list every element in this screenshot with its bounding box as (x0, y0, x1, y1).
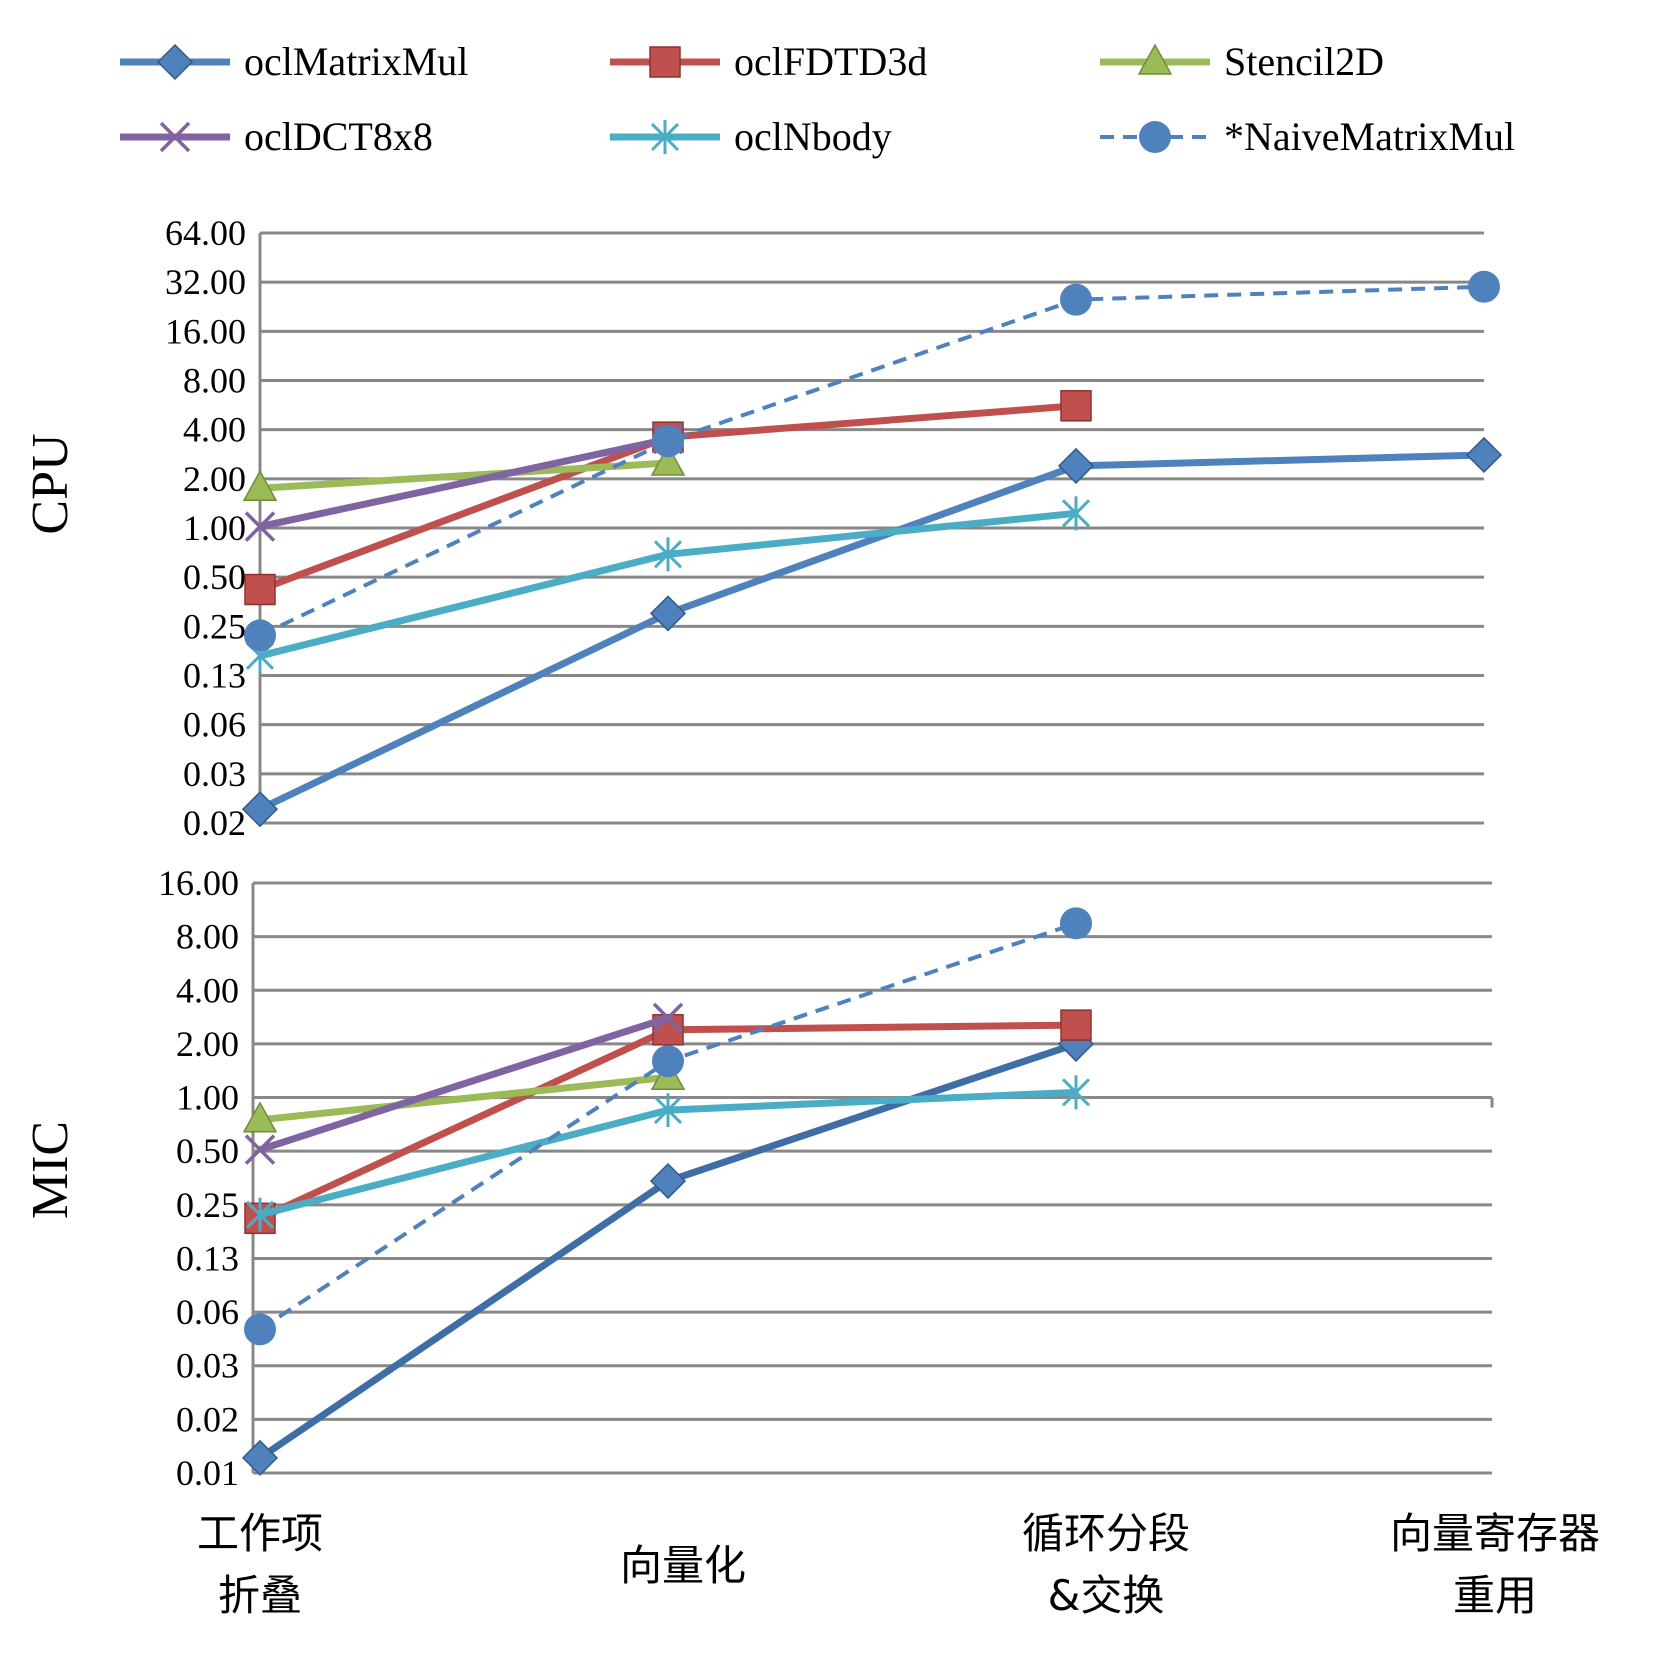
data-point (1465, 436, 1503, 474)
data-point (1061, 496, 1091, 531)
legend-item-naivematrixmul: *NaiveMatrixMul (1100, 114, 1515, 159)
y-tick-label: 64.00 (165, 213, 246, 253)
y-tick-label: 16.00 (165, 311, 246, 351)
legend-label: oclDCT8x8 (244, 114, 433, 159)
series-line (259, 1073, 669, 1124)
panel-label-cpu: CPU (22, 433, 79, 534)
legend-marker-triangle (1137, 43, 1173, 75)
data-point (244, 573, 276, 606)
y-tick-label: 2.00 (183, 459, 246, 499)
data-point (653, 537, 683, 572)
series-ocldct8x8 (244, 1002, 684, 1165)
panel-label-mic: MIC (22, 1121, 79, 1219)
x-category-label: 循环分段 (1022, 1509, 1190, 1558)
x-category-label: 折叠 (218, 1571, 302, 1620)
legend: oclMatrixMul oclFDTD3d Stencil2D oclDCT8x8 o… (120, 39, 1515, 159)
y-tick-label: 8.00 (183, 361, 246, 401)
y-tick-label: 0.25 (183, 606, 246, 646)
y-tick-label: 4.00 (183, 410, 246, 450)
legend-marker-diamond (156, 43, 194, 81)
y-tick-label: 0.13 (176, 1238, 239, 1278)
y-tick-label: 0.50 (176, 1131, 239, 1171)
legend-marker-circle (1139, 121, 1171, 153)
y-tick-label: 0.50 (183, 557, 246, 597)
data-point (1060, 390, 1092, 422)
x-category-label: 向量寄存器 (1390, 1509, 1600, 1558)
y-tick-label: 8.00 (176, 917, 239, 957)
y-tick-label: 0.25 (176, 1185, 239, 1225)
data-point (652, 1045, 684, 1078)
data-point (652, 425, 684, 458)
y-tick-label: 0.06 (183, 705, 246, 745)
x-category-label: 工作项 (197, 1509, 323, 1558)
mic-panel: 16.00 8.00 4.00 2.00 1.00 0.50 0.25 0.13 0.06 0.0… (22, 863, 1494, 1493)
series-oclnbody (245, 496, 1091, 673)
series-naivematrixmul (244, 907, 1092, 1346)
data-point (241, 1439, 279, 1476)
x-category-label: &交换 (1048, 1571, 1165, 1620)
data-point (1468, 270, 1500, 303)
data-point (244, 619, 276, 652)
data-point (1060, 1009, 1092, 1041)
legend-item-ocldct8x8: oclDCT8x8 (120, 114, 433, 159)
series-line (258, 451, 1485, 813)
data-point (652, 1002, 684, 1034)
data-point (242, 469, 278, 502)
series-line (259, 435, 669, 531)
legend-label: oclNbody (734, 114, 892, 159)
data-point (242, 1101, 278, 1133)
data-point (650, 444, 686, 476)
y-tick-label: 0.13 (183, 656, 246, 696)
data-point (1061, 1075, 1091, 1110)
data-point (241, 791, 279, 828)
legend-label: oclFDTD3d (734, 39, 927, 84)
y-tick-label: 0.06 (176, 1292, 239, 1332)
legend-item-oclnbody: oclNbody (610, 114, 892, 159)
legend-marker-square (649, 46, 681, 78)
data-point (244, 1313, 276, 1346)
y-tick-label: 0.02 (183, 803, 246, 843)
series-oclnbody (245, 1075, 1091, 1232)
series-line (259, 459, 669, 492)
legend-marker-star (650, 120, 680, 154)
cpu-panel: 64.00 32.00 16.00 8.00 4.00 2.00 1.00 0.50 0.25 0… (22, 213, 1503, 843)
data-point (1060, 283, 1092, 316)
legend-item-oclmatrixmul: oclMatrixMul (120, 39, 468, 84)
data-point (653, 1093, 683, 1128)
y-tick-label: 1.00 (183, 508, 246, 548)
y-tick-label: 1.00 (176, 1078, 239, 1118)
x-category-label: 重用 (1453, 1571, 1537, 1620)
y-tick-label: 2.00 (176, 1024, 239, 1064)
y-tick-label: 0.03 (176, 1346, 239, 1386)
legend-label: Stencil2D (1224, 39, 1384, 84)
data-point (649, 595, 687, 632)
series-line (258, 1014, 670, 1153)
legend-label: *NaiveMatrixMul (1224, 114, 1515, 159)
series-oclfdtd3d (244, 390, 1092, 606)
legend-marker-x (159, 121, 191, 153)
legend-item-oclfdtd3d: oclFDTD3d (610, 39, 927, 84)
series-line (259, 509, 1077, 660)
data-point (649, 1162, 687, 1200)
series-line (259, 284, 1485, 638)
y-tick-label: 32.00 (165, 262, 246, 302)
legend-label: oclMatrixMul (244, 39, 468, 84)
y-tick-label: 0.02 (176, 1399, 239, 1439)
y-tick-label: 0.03 (183, 754, 246, 794)
y-tick-label: 16.00 (158, 863, 239, 903)
data-point (245, 1197, 275, 1232)
series-naivematrixmul (244, 270, 1500, 652)
data-point (1057, 447, 1095, 484)
series-oclmatrixmul (241, 436, 1503, 828)
y-tick-label: 4.00 (176, 970, 239, 1010)
data-point (244, 511, 276, 542)
y-tick-label: 0.01 (176, 1453, 239, 1493)
x-category-label: 向量化 (620, 1541, 746, 1590)
data-point (1060, 907, 1092, 940)
series-stencil2d (242, 444, 686, 502)
legend-item-stencil2d: Stencil2D (1100, 39, 1384, 84)
data-point (244, 1134, 276, 1165)
